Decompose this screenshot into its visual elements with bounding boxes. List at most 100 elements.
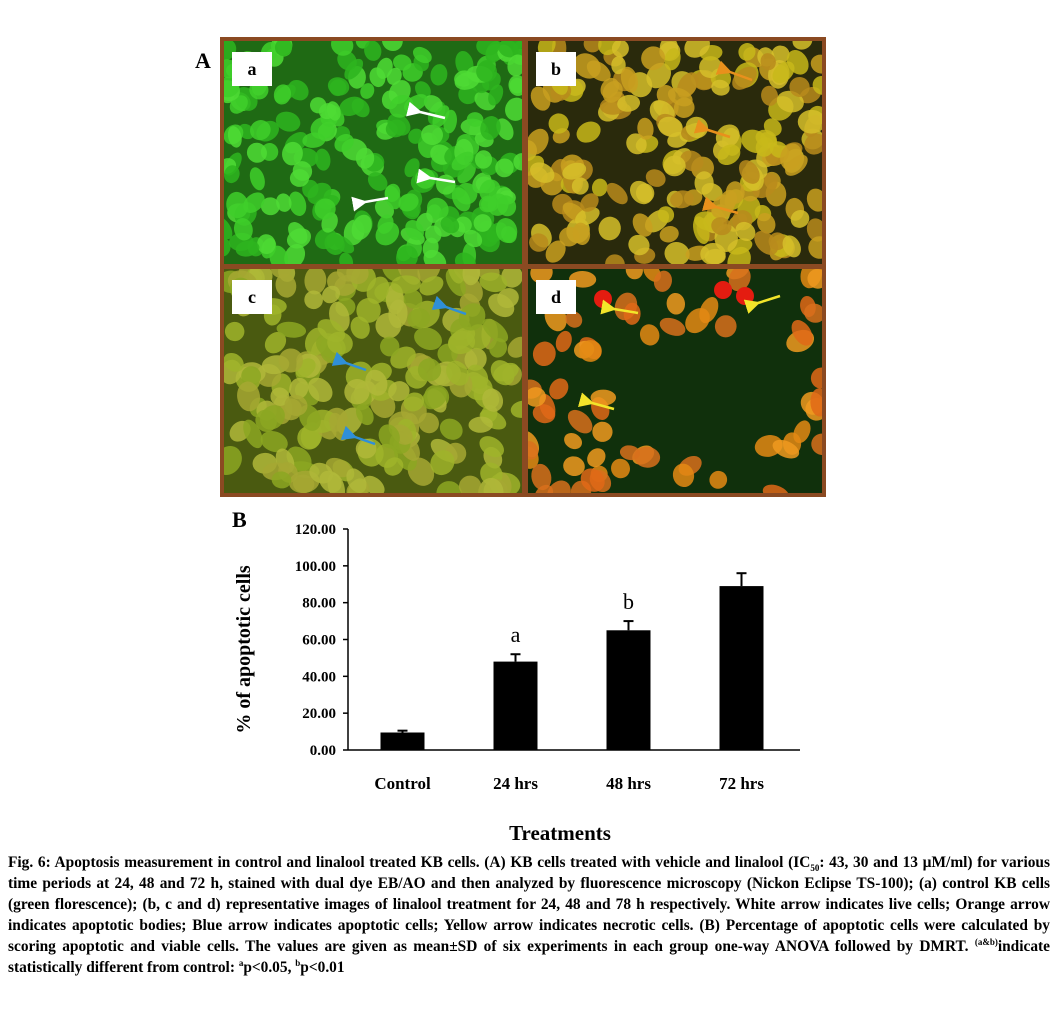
cell	[489, 338, 508, 358]
cell	[422, 237, 439, 259]
cell	[367, 172, 388, 191]
cell	[454, 72, 480, 90]
cell	[286, 228, 312, 249]
caption-text: a	[238, 957, 244, 968]
cell	[407, 308, 431, 329]
cell	[580, 193, 599, 212]
cell	[356, 298, 381, 323]
cell	[611, 56, 626, 75]
cell	[531, 463, 552, 491]
cell	[451, 151, 474, 171]
cell	[292, 161, 313, 181]
caption-text: : 43, 30 and 13 µM/ml) for various time …	[8, 854, 1050, 955]
cell	[403, 289, 423, 309]
cell	[495, 218, 518, 243]
cell	[346, 468, 367, 493]
micrograph: b	[524, 37, 826, 268]
micrograph: a	[220, 37, 526, 268]
cell	[315, 148, 331, 171]
cell	[447, 330, 476, 355]
y-tick-label: 40.00	[302, 669, 336, 685]
cell	[789, 76, 810, 97]
cell	[735, 221, 756, 241]
cell	[276, 193, 292, 212]
x-tick-label: 48 hrs	[606, 774, 651, 793]
cell	[458, 303, 486, 331]
cell	[479, 272, 508, 293]
cell	[257, 234, 276, 255]
arrow	[600, 299, 639, 315]
cell	[808, 236, 823, 259]
cell	[233, 218, 253, 241]
cell	[426, 197, 449, 220]
cell	[714, 281, 732, 299]
bar	[606, 630, 651, 750]
cell	[606, 182, 628, 205]
cell	[567, 409, 593, 434]
cell	[287, 79, 309, 101]
cell	[785, 154, 808, 176]
cell	[421, 387, 447, 410]
cell	[314, 198, 336, 220]
error-bar	[510, 653, 521, 662]
cell	[396, 245, 418, 265]
cell	[755, 137, 774, 157]
cell	[495, 158, 514, 178]
cell	[736, 287, 754, 305]
cell	[351, 98, 370, 118]
cell	[793, 420, 811, 444]
cell	[223, 40, 237, 61]
cell	[275, 273, 297, 298]
cell	[398, 193, 419, 212]
cell	[666, 292, 686, 315]
cell	[571, 177, 589, 195]
x-axis-label: Treatments	[509, 821, 611, 845]
cell	[590, 389, 617, 406]
cell	[276, 321, 307, 338]
cell	[468, 416, 493, 433]
cell	[653, 100, 675, 120]
cell	[626, 133, 647, 155]
cell	[725, 181, 745, 204]
cell	[594, 290, 612, 308]
cell	[565, 311, 583, 328]
cell	[717, 144, 741, 166]
cell	[704, 248, 726, 265]
cell	[576, 121, 601, 143]
significance-label: a	[511, 622, 521, 647]
y-tick-label: 60.00	[302, 633, 336, 649]
cell	[797, 109, 823, 134]
cell	[223, 352, 244, 372]
cell	[282, 141, 303, 166]
cell	[586, 60, 611, 82]
cell	[488, 84, 504, 106]
error-bar	[397, 729, 408, 733]
cell	[284, 243, 306, 265]
cell	[804, 133, 823, 155]
cell	[617, 94, 641, 112]
caption-text: p<0.05,	[243, 959, 296, 976]
caption-text: b	[295, 957, 301, 968]
cell	[318, 103, 337, 120]
cell	[476, 40, 500, 56]
panel-label: A	[195, 48, 211, 73]
cell	[507, 336, 523, 358]
y-tick-label: 80.00	[302, 596, 336, 612]
cell	[388, 381, 410, 402]
cell	[527, 387, 546, 407]
subpanel-label: b	[551, 59, 561, 79]
cell	[563, 456, 585, 477]
cell	[663, 155, 686, 177]
label-box	[232, 52, 272, 86]
cell	[375, 221, 400, 246]
cell	[791, 319, 813, 346]
cell	[365, 369, 388, 396]
cell	[772, 439, 800, 459]
cell	[548, 113, 569, 134]
cell	[587, 448, 606, 468]
cell	[430, 64, 448, 86]
bar	[493, 661, 538, 750]
cell	[226, 191, 249, 219]
cell	[366, 276, 390, 304]
